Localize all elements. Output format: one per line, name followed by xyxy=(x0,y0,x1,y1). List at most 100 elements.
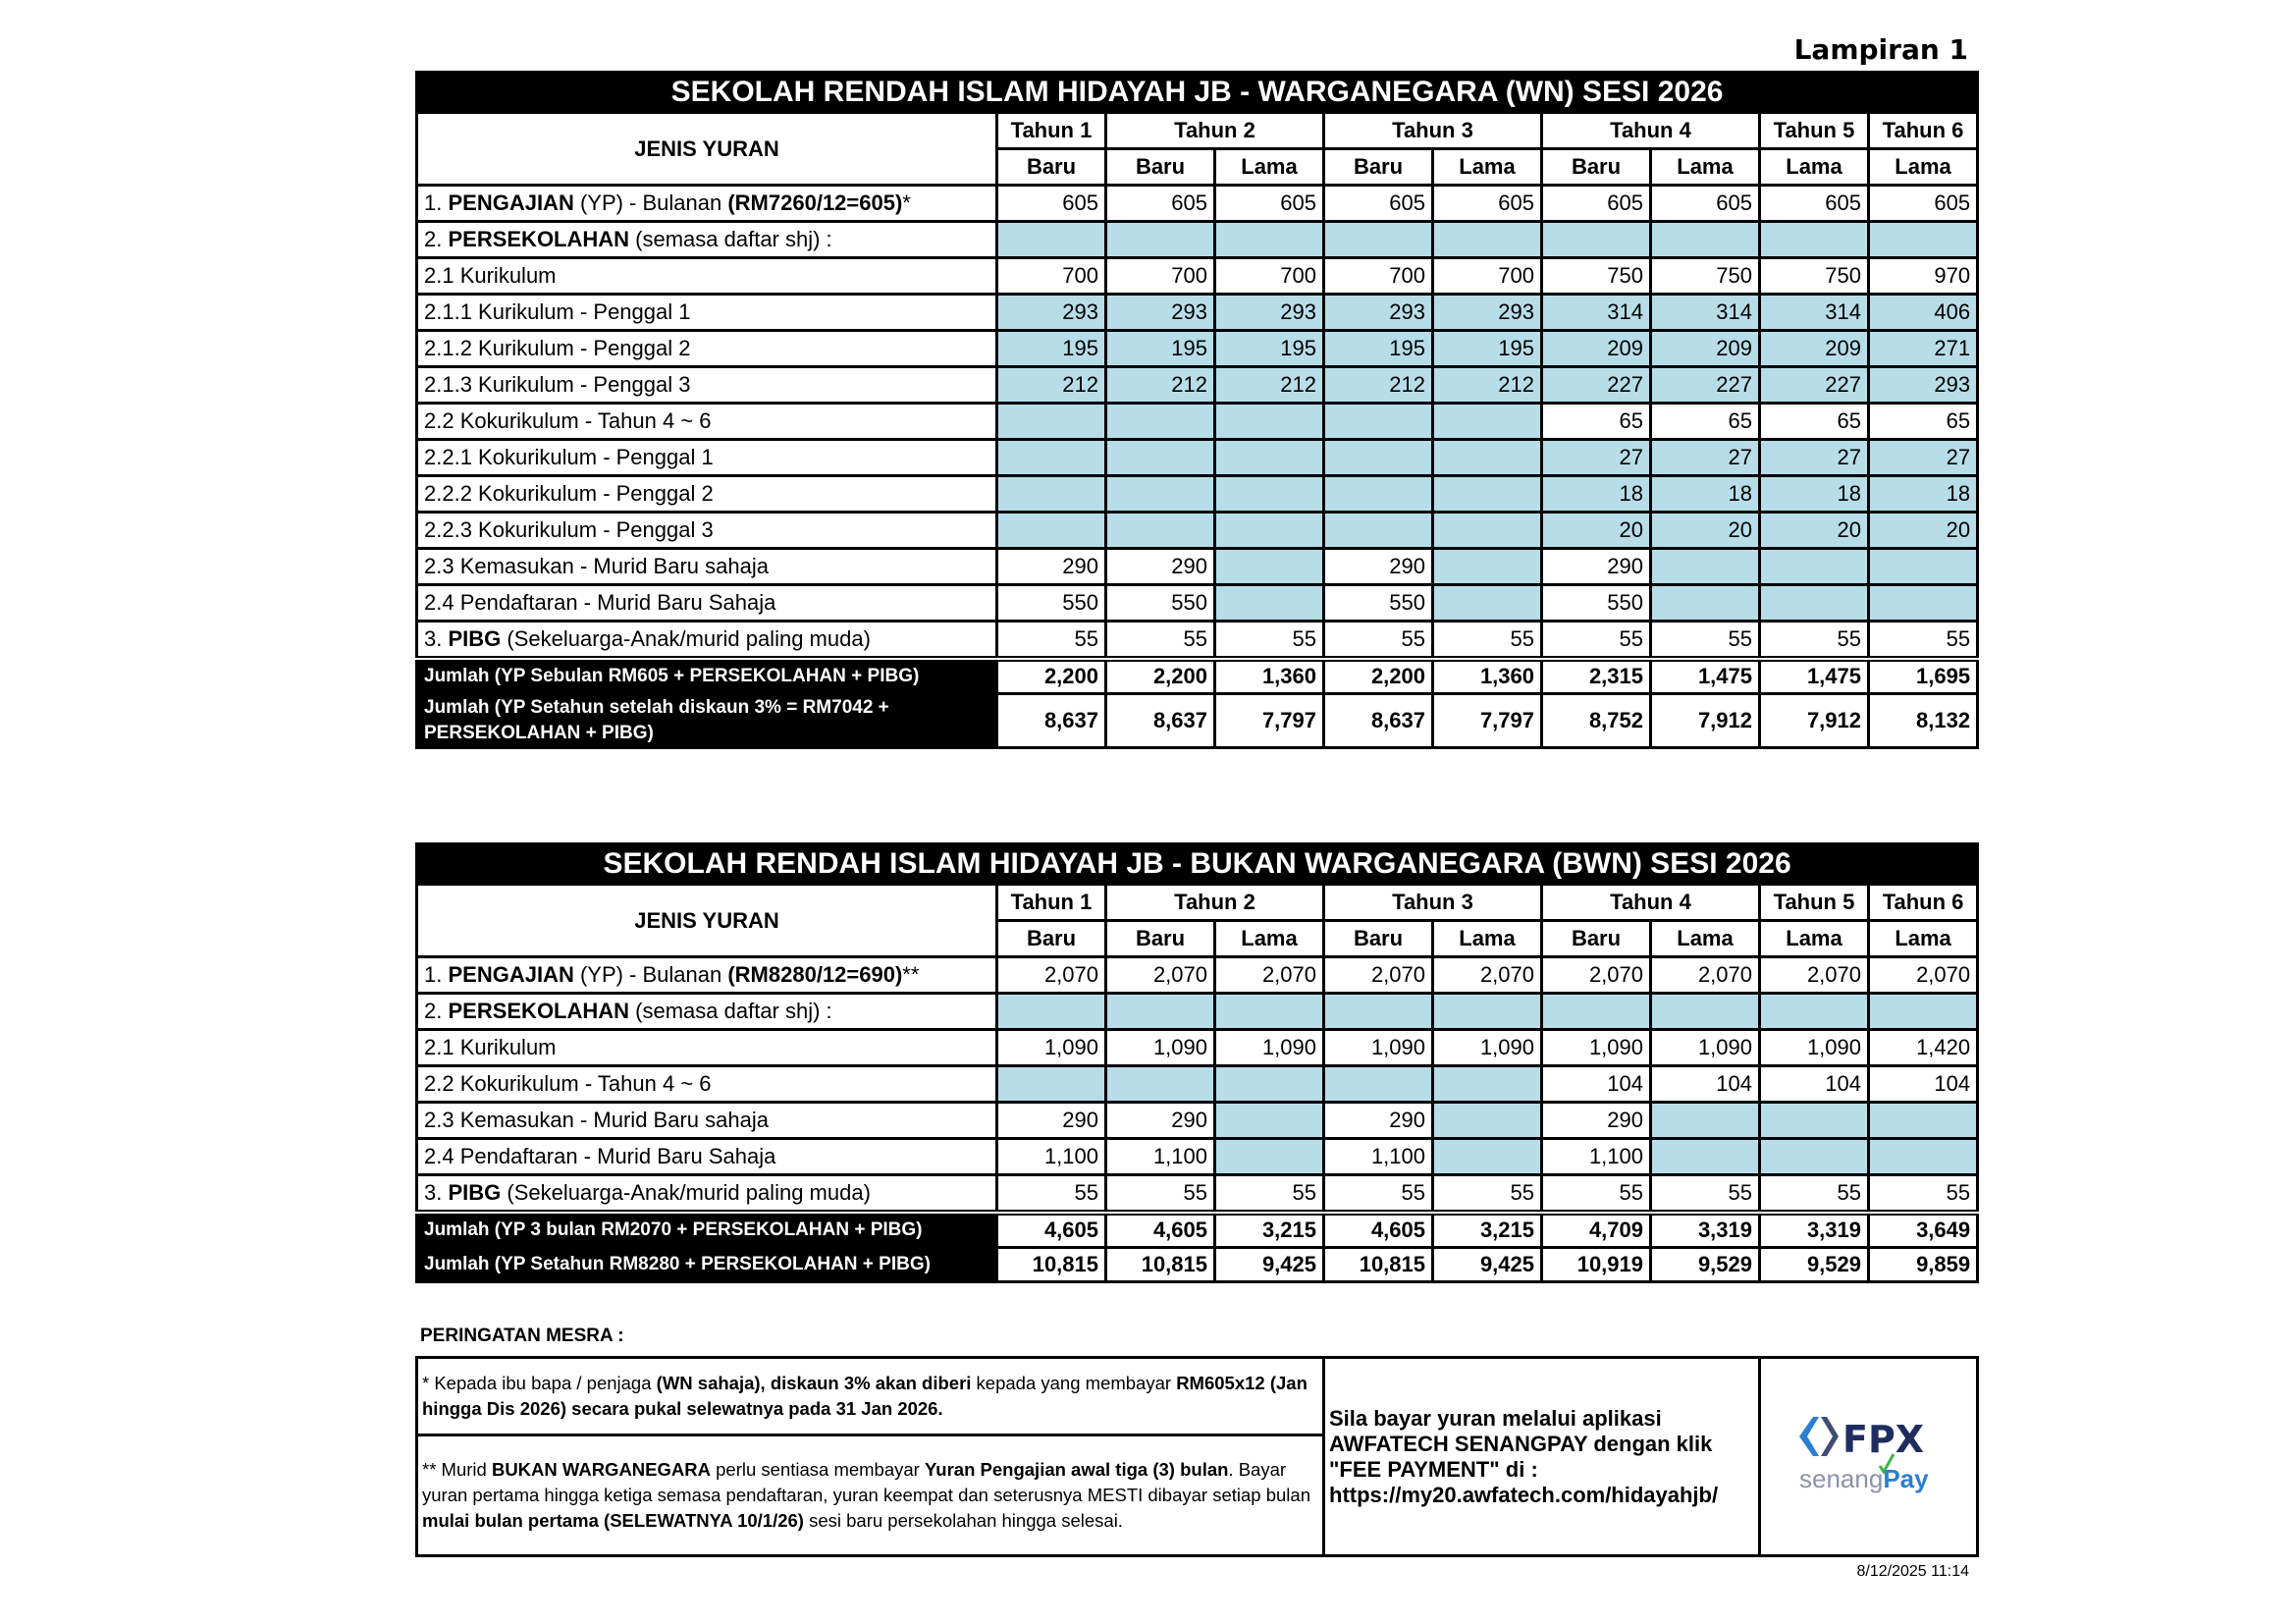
column-header-student-type: Lama xyxy=(1213,147,1325,187)
table-row: 2.1.2 Kurikulum - Penggal 2 195 195 195 195 1… xyxy=(415,329,1980,368)
fee-amount: 65 xyxy=(1649,402,1761,441)
fee-amount xyxy=(1431,438,1543,477)
column-header-student-type: Baru xyxy=(1322,147,1434,187)
fee-amount: 104 xyxy=(1649,1064,1761,1104)
text-segment: 3. xyxy=(424,1180,449,1205)
fee-label: 2.3 Kemasukan - Murid Baru sahaja xyxy=(415,1101,998,1140)
fee-amount xyxy=(1322,511,1434,550)
fee-amount xyxy=(1540,220,1652,259)
fee-amount xyxy=(995,474,1107,514)
payment-link[interactable]: https://my20.awfatech.com/hidayahjb/ xyxy=(1329,1482,1719,1507)
fee-amount xyxy=(1866,1137,1980,1176)
fee-amount xyxy=(1431,547,1543,586)
text-segment: PERSEKOLAHAN xyxy=(448,227,630,251)
total-amount: 9,425 xyxy=(1431,1245,1543,1283)
fee-amount: 55 xyxy=(1431,620,1543,661)
fee-amount xyxy=(1104,220,1216,259)
fee-amount: 18 xyxy=(1649,474,1761,514)
total-row: Jumlah (YP Sebulan RM605 + PERSEKOLAHAN … xyxy=(415,656,1980,695)
fee-amount xyxy=(1758,1137,1870,1176)
fee-amount: 27 xyxy=(1649,438,1761,477)
fee-label: 1. PENGAJIAN (YP) - Bulanan (RM7260/12=6… xyxy=(415,184,998,223)
fee-amount xyxy=(1649,547,1761,586)
column-header-year: Tahun 1 xyxy=(995,111,1107,150)
fee-amount: 314 xyxy=(1540,293,1652,332)
total-amount: 8,637 xyxy=(995,691,1107,749)
text-segment: 3. xyxy=(424,626,449,651)
fee-amount xyxy=(995,511,1107,550)
text-segment: 2. xyxy=(424,999,449,1023)
fee-amount: 55 xyxy=(1431,1173,1543,1215)
fee-amount xyxy=(1322,402,1434,441)
fee-table-bwn: SEKOLAH RENDAH ISLAM HIDAYAH JB - BUKAN … xyxy=(414,842,1980,1283)
payment-instructions: Sila bayar yuran melalui aplikasi AWFATE… xyxy=(1322,1356,1761,1557)
table-row: 2.4 Pendaftaran - Murid Baru Sahaja 1,100… xyxy=(415,1137,1980,1176)
column-header-student-type: Lama xyxy=(1866,147,1980,187)
fee-amount: 406 xyxy=(1866,293,1980,332)
fee-amount: 212 xyxy=(1431,365,1543,405)
fee-amount xyxy=(1213,1101,1325,1140)
fee-amount: 750 xyxy=(1540,256,1652,296)
fee-label: 2.4 Pendaftaran - Murid Baru Sahaja xyxy=(415,1137,998,1176)
column-header-student-type: Lama xyxy=(1213,919,1325,958)
fee-amount: 1,090 xyxy=(1213,1028,1325,1067)
fee-amount: 290 xyxy=(1322,1101,1434,1140)
text-segment: 2.1.2 Kurikulum - Penggal 2 xyxy=(424,336,691,360)
column-header-student-type: Lama xyxy=(1649,919,1761,958)
table-row: 2.1.3 Kurikulum - Penggal 3 212 212 212 212 2… xyxy=(415,365,1980,405)
fee-amount xyxy=(1104,402,1216,441)
reminder-heading: PERINGATAN MESRA : xyxy=(420,1326,624,1346)
fee-amount xyxy=(1213,402,1325,441)
total-amount: 1,475 xyxy=(1649,656,1761,695)
fee-label: 3. PIBG (Sekeluarga-Anak/murid paling mu… xyxy=(415,620,998,661)
table-row: 2.2.3 Kokurikulum - Penggal 3 20 20 20 20 xyxy=(415,511,1980,550)
fee-amount xyxy=(1431,992,1543,1031)
text-segment: perlu sentiasa membayar xyxy=(710,1459,925,1480)
attachment-label: Lampiran 1 xyxy=(1793,33,1968,66)
fee-label: 1. PENGAJIAN (YP) - Bulanan (RM8280/12=6… xyxy=(415,955,998,995)
text-segment: (semasa daftar shj) : xyxy=(629,227,832,251)
fee-amount: 227 xyxy=(1649,365,1761,405)
text-segment: * xyxy=(902,190,911,215)
total-amount: 3,215 xyxy=(1213,1210,1325,1249)
column-header-year: Tahun 2 xyxy=(1104,111,1325,150)
table-row: 2.1.1 Kurikulum - Penggal 1 293 293 293 293 2… xyxy=(415,293,1980,332)
table-title: SEKOLAH RENDAH ISLAM HIDAYAH JB - BUKAN … xyxy=(414,842,1980,886)
fee-label: 2.1.3 Kurikulum - Penggal 3 xyxy=(415,365,998,405)
fee-amount xyxy=(1540,992,1652,1031)
fee-amount: 209 xyxy=(1649,329,1761,368)
fee-amount: 605 xyxy=(1649,184,1761,223)
fee-amount: 290 xyxy=(1104,1101,1216,1140)
fee-amount xyxy=(1213,1064,1325,1104)
table-title: SEKOLAH RENDAH ISLAM HIDAYAH JB - WARGAN… xyxy=(414,71,1980,114)
total-amount: 10,815 xyxy=(1104,1245,1216,1283)
notes-box: * Kepada ibu bapa / penjaga (WN sahaja),… xyxy=(415,1356,1979,1557)
text-segment: PIBG xyxy=(448,626,502,651)
fee-amount xyxy=(1649,583,1761,623)
fee-amount: 605 xyxy=(1758,184,1870,223)
fee-amount: 55 xyxy=(1322,620,1434,661)
fee-table-wn: SEKOLAH RENDAH ISLAM HIDAYAH JB - WARGAN… xyxy=(414,71,1980,749)
total-amount: 4,605 xyxy=(1322,1210,1434,1249)
total-amount: 7,797 xyxy=(1213,691,1325,749)
total-amount: 3,319 xyxy=(1649,1210,1761,1249)
fee-amount xyxy=(1213,474,1325,514)
fee-amount: 2,070 xyxy=(1213,955,1325,995)
fee-amount: 20 xyxy=(1540,511,1652,550)
text-segment: ** xyxy=(902,962,920,987)
fee-amount: 1,100 xyxy=(995,1137,1107,1176)
fee-amount: 293 xyxy=(1866,365,1980,405)
fee-amount: 195 xyxy=(1322,329,1434,368)
note-non-citizen: ** Murid BUKAN WARGANEGARA perlu sentias… xyxy=(415,1434,1325,1557)
fee-amount: 550 xyxy=(1104,583,1216,623)
fee-amount xyxy=(1322,438,1434,477)
fee-amount: 314 xyxy=(1649,293,1761,332)
fee-label: 2.1.1 Kurikulum - Penggal 1 xyxy=(415,293,998,332)
fee-amount: 55 xyxy=(1649,1173,1761,1215)
svg-text:FPX: FPX xyxy=(1842,1418,1924,1461)
fee-amount xyxy=(1758,1101,1870,1140)
total-label: Jumlah (YP Sebulan RM605 + PERSEKOLAHAN … xyxy=(415,656,998,695)
fee-amount: 104 xyxy=(1540,1064,1652,1104)
fee-amount: 750 xyxy=(1649,256,1761,296)
total-amount: 9,859 xyxy=(1866,1245,1980,1283)
